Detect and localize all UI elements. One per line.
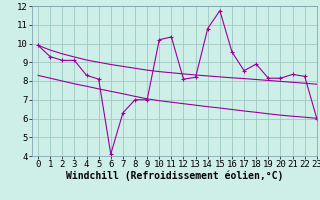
X-axis label: Windchill (Refroidissement éolien,°C): Windchill (Refroidissement éolien,°C) <box>66 171 283 181</box>
